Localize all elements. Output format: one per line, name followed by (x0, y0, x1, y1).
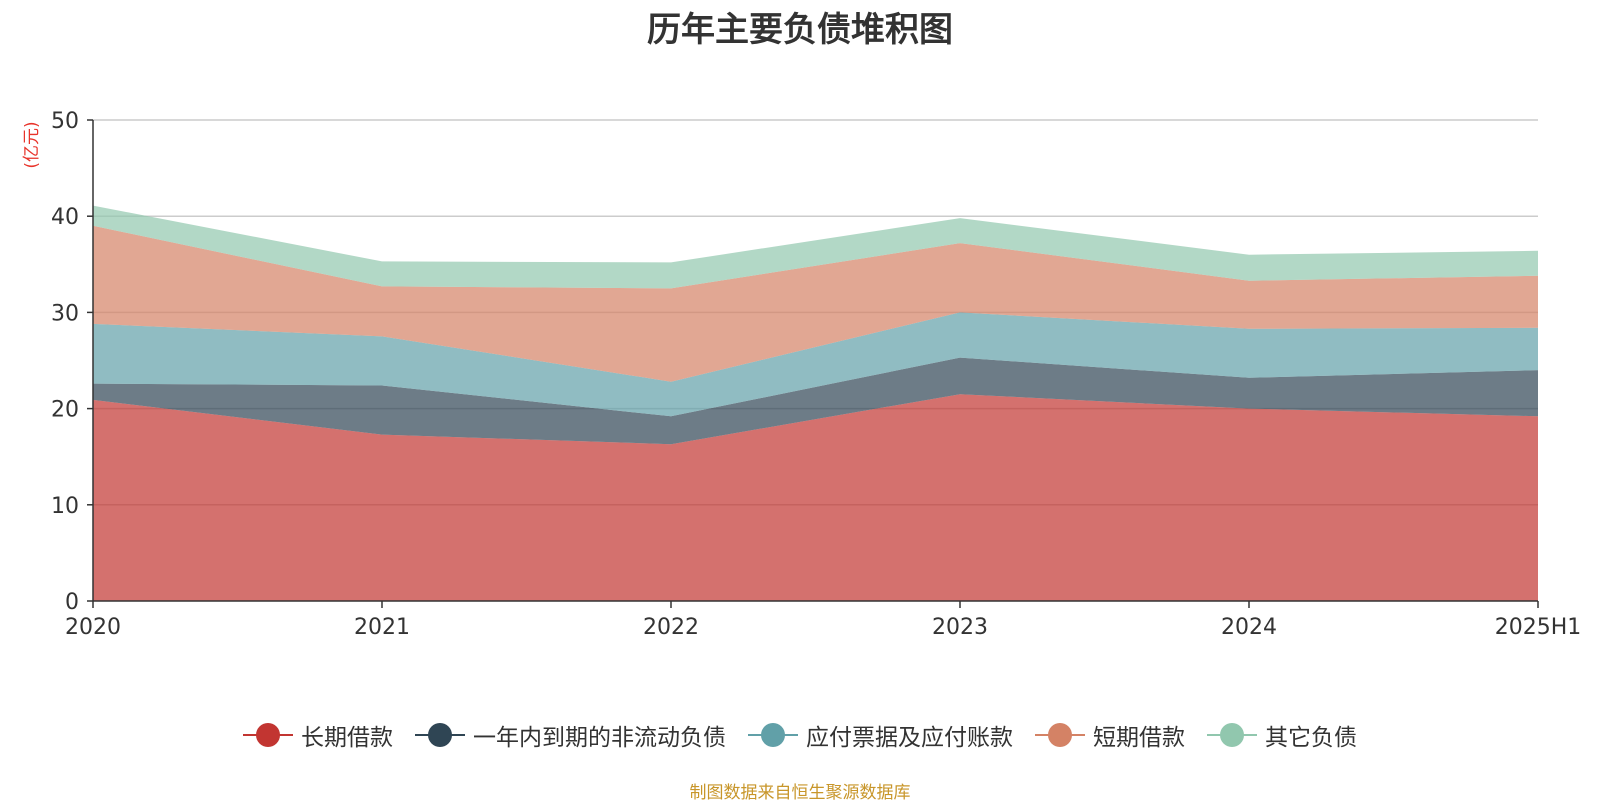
y-tick-label: 30 (51, 301, 79, 326)
x-tick-label: 2021 (354, 615, 410, 640)
legend-item-5[interactable]: 其它负债 (1207, 718, 1357, 752)
legend: 长期借款 一年内到期的非流动负债 应付票据及应付账款 短期借款 其它负债 (0, 718, 1600, 752)
area-series-2 (93, 357, 1538, 445)
legend-marker-icon (1035, 722, 1085, 748)
x-tick-label: 2020 (65, 615, 121, 640)
y-tick-label: 40 (51, 205, 79, 230)
legend-label: 短期借款 (1093, 725, 1185, 751)
legend-marker-icon (243, 722, 293, 748)
legend-label: 应付票据及应付账款 (806, 725, 1013, 751)
legend-dot (256, 723, 280, 747)
area-series (93, 205, 1538, 601)
legend-label: 长期借款 (301, 725, 393, 751)
x-tick-label: 2022 (643, 615, 699, 640)
legend-item-2[interactable]: 一年内到期的非流动负债 (415, 718, 726, 752)
legend-item-1[interactable]: 长期借款 (243, 718, 393, 752)
legend-marker-icon (1207, 722, 1257, 748)
axes: 0 10 20 30 40 50 2020 2021 2022 2023 2024 2025H1 (51, 109, 1581, 640)
y-tick-label: 20 (51, 398, 79, 423)
legend-dot (1048, 723, 1072, 747)
area-series-3 (93, 312, 1538, 417)
y-tick-label: 0 (65, 590, 79, 615)
area-series-4 (93, 225, 1538, 382)
legend-item-3[interactable]: 应付票据及应付账款 (748, 718, 1013, 752)
legend-marker-icon (748, 722, 798, 748)
y-axis-unit-label: (亿元) (22, 121, 42, 168)
legend-dot (761, 723, 785, 747)
x-tick-label: 2025H1 (1495, 615, 1582, 640)
y-tick-label: 10 (51, 494, 79, 519)
legend-marker-icon (415, 722, 465, 748)
source-note: 制图数据来自恒生聚源数据库 (689, 783, 911, 803)
area-series-1 (93, 394, 1538, 601)
area-series-5 (93, 205, 1538, 289)
y-tick-label: 50 (51, 109, 79, 134)
legend-item-4[interactable]: 短期借款 (1035, 718, 1185, 752)
x-tick-label: 2024 (1221, 615, 1277, 640)
legend-label: 其它负债 (1265, 725, 1357, 751)
chart-title: 历年主要负债堆积图 (647, 10, 953, 50)
legend-dot (428, 723, 452, 747)
legend-dot (1220, 723, 1244, 747)
x-tick-label: 2023 (932, 615, 988, 640)
legend-label: 一年内到期的非流动负债 (473, 725, 726, 751)
